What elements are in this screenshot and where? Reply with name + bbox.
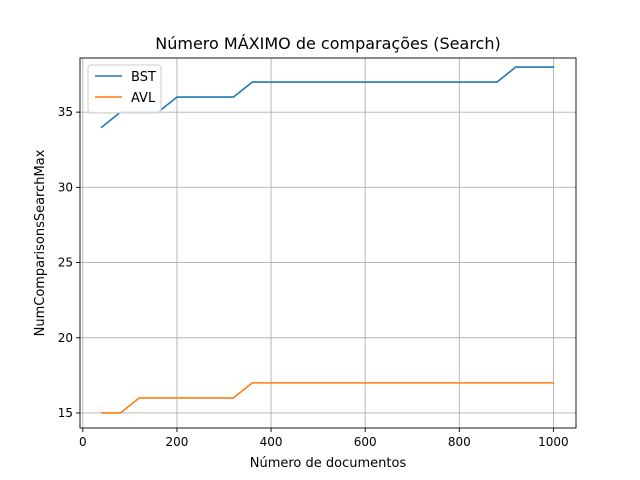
chart-title: Número MÁXIMO de comparações (Search): [155, 34, 500, 53]
plot-frame: [79, 57, 577, 429]
legend-label-avl: AVL: [131, 91, 156, 106]
y-tick-label: 15: [58, 406, 73, 420]
series-line-bst: [100, 66, 555, 129]
y-tick-label: 25: [58, 256, 73, 270]
x-tick-label: 200: [165, 435, 188, 449]
ticks: 0 200 400 600 800 1000 15 20 25 30 35: [58, 105, 569, 449]
y-tick-label: 35: [58, 105, 73, 119]
legend: BST AVL: [87, 64, 162, 114]
grid: [80, 58, 576, 428]
x-tick-label: 0: [79, 435, 87, 449]
x-tick-label: 800: [448, 435, 471, 449]
series-lines: [100, 66, 555, 414]
y-tick-label: 30: [58, 180, 73, 194]
x-axis-label: Número de documentos: [250, 456, 407, 471]
y-tick-label: 20: [58, 331, 73, 345]
x-tick-label: 1000: [538, 435, 569, 449]
legend-box: [87, 64, 162, 114]
x-tick-label: 400: [260, 435, 283, 449]
x-tick-label: 600: [354, 435, 377, 449]
series-line-avl: [100, 382, 555, 414]
legend-label-bst: BST: [131, 70, 156, 85]
y-axis-label: NumComparisonsSearchMax: [33, 149, 48, 336]
